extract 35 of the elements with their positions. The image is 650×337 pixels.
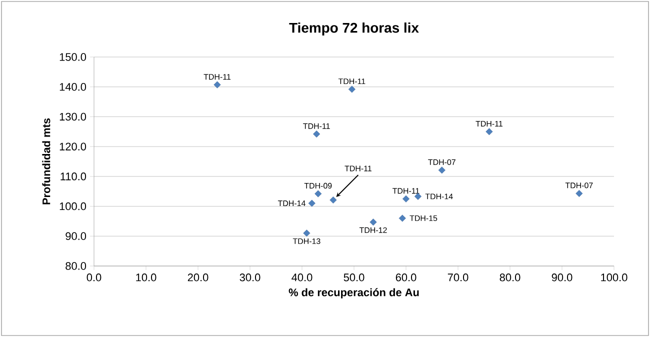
- x-tick-label: 90.0: [552, 274, 572, 282]
- x-tick-label: 100.0: [601, 274, 628, 282]
- y-tick-label: 130.0: [60, 112, 86, 121]
- point: [308, 200, 316, 207]
- chart-title: Tiempo 72 horas lix: [289, 22, 419, 36]
- x-tick-label: 40.0: [292, 274, 312, 282]
- y-tick-label: 150.0: [60, 53, 86, 61]
- point: [330, 196, 337, 204]
- y-tick-label: 80.0: [66, 262, 86, 270]
- y-tick-label: 90.0: [66, 232, 86, 240]
- point: [313, 130, 320, 138]
- x-tick-label: 50.0: [344, 274, 364, 282]
- y-tick-label: 100.0: [60, 202, 86, 210]
- x-axis-title: % de recuperación de Au: [288, 288, 419, 298]
- point: [402, 195, 410, 202]
- x-tick-label: 0.0: [86, 274, 102, 282]
- x-tick-label: 80.0: [500, 274, 520, 282]
- point: [348, 86, 356, 93]
- point: [303, 230, 310, 237]
- point: [370, 218, 377, 226]
- y-tick-label: 110.0: [60, 172, 86, 180]
- x-tick-label: 30.0: [240, 274, 260, 282]
- point: [576, 190, 583, 197]
- x-tick-label: 70.0: [448, 274, 468, 282]
- y-tick-label: 120.0: [60, 142, 86, 150]
- x-tick-label: 20.0: [188, 274, 208, 282]
- point: [486, 128, 493, 136]
- x-tick-label: 10.0: [136, 274, 156, 282]
- point: [214, 81, 221, 88]
- point: [398, 214, 406, 222]
- x-tick-label: 60.0: [396, 274, 416, 282]
- point: [314, 190, 322, 198]
- point: [438, 166, 446, 174]
- y-axis-title: Profundidad mts: [42, 118, 50, 204]
- y-tick-label: 140.0: [60, 82, 86, 91]
